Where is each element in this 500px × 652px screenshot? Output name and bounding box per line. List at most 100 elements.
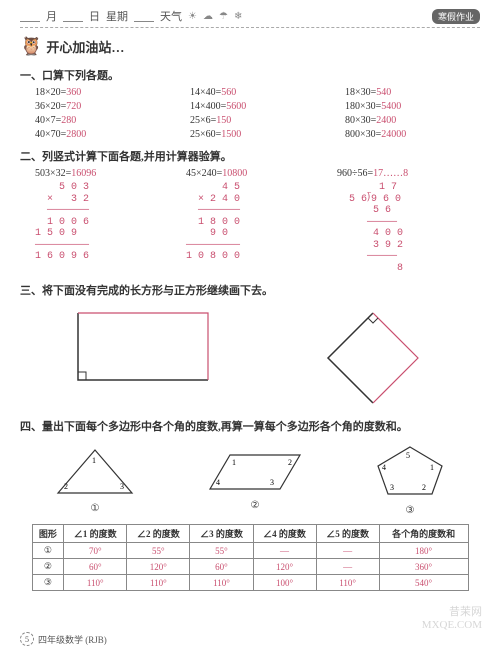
vert-expr: 960÷56= — [337, 168, 373, 179]
triangle-shape: 1 2 3 ① — [50, 445, 140, 514]
calc-expr: 180×30= — [345, 101, 381, 112]
page-header: 月 日 星期 天气 ☀ ☁ ☂ ❄ 寒假作业 — [20, 8, 480, 28]
vert-head: 503×32=16096 — [35, 168, 178, 179]
angle-cell: — — [316, 559, 379, 575]
diamond-shape — [318, 308, 428, 408]
calc-expr: 40×70= — [35, 129, 66, 140]
month-label: 月 — [46, 8, 57, 24]
vert-answer: 16096 — [71, 168, 96, 179]
svg-text:3: 3 — [270, 478, 274, 487]
calc-expr: 800×30= — [345, 129, 381, 140]
row-label: ① — [32, 543, 64, 559]
section1-title: 一、口算下列各题。 — [20, 67, 480, 83]
calc-answer: 560 — [221, 87, 236, 98]
calc-item: 40×70=2800 — [35, 129, 170, 140]
angle-cell: 60° — [190, 559, 253, 575]
calc-item: 180×30=5400 — [345, 101, 480, 112]
footer-label: 四年级数学 (RJB) — [38, 633, 107, 646]
angle-cell: 110° — [64, 575, 127, 591]
angle-cell: 120° — [127, 559, 190, 575]
calc-answer: 24000 — [381, 129, 406, 140]
section2-title: 二、列竖式计算下面各题,并用计算器验算。 — [20, 148, 480, 164]
table-row: ②60°120°60°120°—360° — [32, 559, 468, 575]
svg-text:5: 5 — [406, 451, 410, 460]
angle-cell: 110° — [127, 575, 190, 591]
cloud-icon: ☁ — [203, 11, 213, 22]
angle-cell: — — [316, 543, 379, 559]
calc-item: 14×400=5600 — [190, 101, 325, 112]
vert-answer: 17……8 — [373, 168, 408, 179]
calc-expr: 14×400= — [190, 101, 226, 112]
day-blank — [63, 10, 83, 22]
calc-expr: 25×60= — [190, 129, 221, 140]
angle-cell: 180° — [379, 543, 468, 559]
vert-work: 1 7 5 6⟌9 6 0 5 6 ――――― 4 0 0 3 9 2 ――――… — [337, 182, 480, 274]
calc-answer: 1500 — [221, 129, 241, 140]
angle-cell: 110° — [190, 575, 253, 591]
table-header: ∠4 的度数 — [253, 525, 316, 543]
calc-item: 25×60=1500 — [190, 129, 325, 140]
weekday-blank — [134, 10, 154, 22]
calc-item: 80×30=2400 — [345, 115, 480, 126]
table-header: 各个角的度数和 — [379, 525, 468, 543]
weather-label: 天气 — [160, 8, 182, 24]
poly-row: 1 2 3 ① 1 2 3 4 ② 5 1 2 3 4 ③ — [20, 442, 480, 516]
vert-work: 4 5 × 2 4 0 ――――――― 1 8 0 0 9 0 ――――――――… — [186, 182, 329, 263]
vert-work: 5 0 3 × 3 2 ――――――― 1 0 0 6 1 5 0 9 ――――… — [35, 182, 178, 263]
badge: 寒假作业 — [432, 9, 480, 24]
row-label: ② — [32, 559, 64, 575]
svg-text:1: 1 — [92, 456, 96, 465]
calc-item: 18×30=540 — [345, 87, 480, 98]
angle-cell: 110° — [316, 575, 379, 591]
section4-title: 四、量出下面每个多边形中各个角的度数,再算一算每个多边形各个角的度数和。 — [20, 418, 480, 434]
vertical-problem: 960÷56=17……8 1 7 5 6⟌9 6 0 5 6 ――――― 4 0… — [337, 168, 480, 274]
rectangle-shape — [73, 308, 213, 388]
shape-label-1: ① — [50, 503, 140, 514]
calc-item: 18×20=360 — [35, 87, 170, 98]
shape-label-2: ② — [200, 500, 310, 511]
calc-answer: 150 — [216, 115, 231, 126]
angle-cell: 55° — [127, 543, 190, 559]
calc-answer: 5400 — [381, 101, 401, 112]
calc-answer: 720 — [66, 101, 81, 112]
sun-icon: ☀ — [188, 11, 197, 22]
calc-item: 25×6=150 — [190, 115, 325, 126]
calc-answer: 360 — [66, 87, 81, 98]
table-row: ③110°110°110°100°110°540° — [32, 575, 468, 591]
calc-answer: 540 — [376, 87, 391, 98]
angle-cell: 540° — [379, 575, 468, 591]
table-header: ∠5 的度数 — [316, 525, 379, 543]
table-header: ∠2 的度数 — [127, 525, 190, 543]
page-footer: 5 四年级数学 (RJB) — [20, 632, 107, 646]
svg-text:4: 4 — [216, 478, 220, 487]
station-text: 开心加油站… — [46, 37, 124, 56]
table-header: ∠3 的度数 — [190, 525, 253, 543]
calc-answer: 2800 — [66, 129, 86, 140]
table-row: ①70°55°55°——180° — [32, 543, 468, 559]
vert-expr: 503×32= — [35, 168, 71, 179]
calc-expr: 36×20= — [35, 101, 66, 112]
vertical-problem: 503×32=16096 5 0 3 × 3 2 ――――――― 1 0 0 6… — [35, 168, 178, 274]
angle-cell: 360° — [379, 559, 468, 575]
station-banner: 🦉 开心加油站… — [20, 36, 480, 57]
section3-title: 三、将下面没有完成的长方形与正方形继续画下去。 — [20, 282, 480, 298]
rain-icon: ☂ — [219, 11, 228, 22]
angle-cell: — — [253, 543, 316, 559]
svg-text:2: 2 — [422, 483, 426, 492]
calc-item: 14×40=560 — [190, 87, 325, 98]
day-label: 日 — [89, 8, 100, 24]
table-header: 图形 — [32, 525, 64, 543]
vert-answer: 10800 — [222, 168, 247, 179]
calc-item: 800×30=24000 — [345, 129, 480, 140]
calc-expr: 25×6= — [190, 115, 216, 126]
page-number: 5 — [20, 632, 34, 646]
vertical-row: 503×32=16096 5 0 3 × 3 2 ――――――― 1 0 0 6… — [35, 168, 480, 274]
calc-expr: 18×20= — [35, 87, 66, 98]
angle-cell: 55° — [190, 543, 253, 559]
svg-text:4: 4 — [382, 463, 386, 472]
angle-cell: 120° — [253, 559, 316, 575]
calc-grid: 18×20=360 14×40=560 18×30=540 36×20=720 14×4… — [35, 87, 480, 140]
angle-cell: 60° — [64, 559, 127, 575]
calc-item: 40×7=280 — [35, 115, 170, 126]
vert-head: 960÷56=17……8 — [337, 168, 480, 179]
